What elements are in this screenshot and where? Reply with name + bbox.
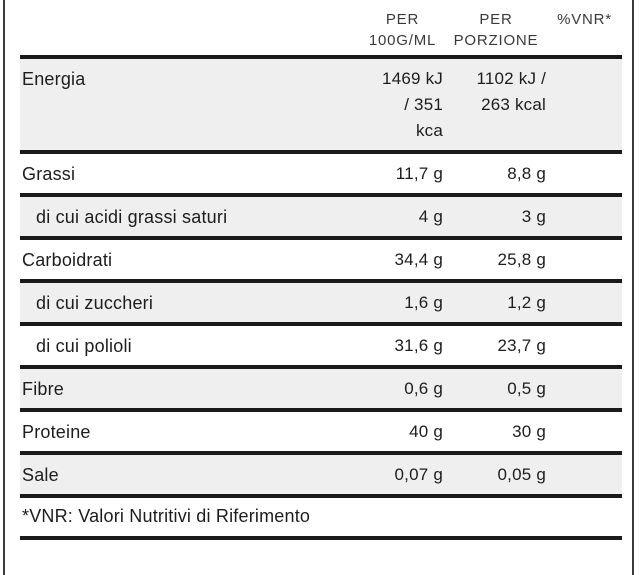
nutrient-label: Proteine <box>22 422 91 442</box>
value-per-portion: 30 g <box>512 422 546 441</box>
value-per-portion: 8,8 g <box>507 164 546 183</box>
value-vnr <box>547 281 622 324</box>
value-per-portion: 23,7 g <box>497 336 546 355</box>
value-vnr <box>547 152 622 195</box>
value-per-100: 40 g <box>409 422 443 441</box>
nutrient-label: Carboidrati <box>22 250 113 270</box>
nutrient-sublabel: di cui zuccheri <box>36 293 154 313</box>
table-row-zuccheri: di cui zuccheri 1,6 g 1,2 g <box>20 281 622 324</box>
value-vnr <box>547 324 622 367</box>
value-per-100: 0,6 g <box>404 379 443 398</box>
nutrition-panel: PER 100G/ML PER PORZIONE %VNR* Energia 1… <box>3 0 634 575</box>
column-header-nutrient <box>20 0 360 59</box>
nutrient-label: Energia <box>22 69 86 89</box>
table-row-sale: Sale 0,07 g 0,05 g <box>20 453 622 496</box>
value-per-100: 1469 kJ / 351 kca <box>382 69 443 140</box>
value-per-portion: 3 g <box>521 207 546 226</box>
column-header-vnr: %VNR* <box>547 0 622 59</box>
value-vnr <box>547 453 622 496</box>
value-vnr <box>547 367 622 410</box>
nutrition-table-wrap: PER 100G/ML PER PORZIONE %VNR* Energia 1… <box>20 0 622 498</box>
value-vnr <box>547 238 622 281</box>
value-per-portion: 1102 kJ / 263 kcal <box>476 69 546 114</box>
value-per-portion: 0,5 g <box>507 379 546 398</box>
table-row-grassi: Grassi 11,7 g 8,8 g <box>20 152 622 195</box>
value-per-100: 4 g <box>418 207 443 226</box>
value-per-100: 1,6 g <box>404 293 443 312</box>
table-row-carboidrati: Carboidrati 34,4 g 25,8 g <box>20 238 622 281</box>
nutrient-label: Grassi <box>22 164 76 184</box>
value-per-100: 31,6 g <box>394 336 443 355</box>
table-row-polioli: di cui polioli 31,6 g 23,7 g <box>20 324 622 367</box>
value-vnr <box>547 57 622 152</box>
table-row-grassi-saturi: di cui acidi grassi saturi 4 g 3 g <box>20 195 622 238</box>
value-per-100: 0,07 g <box>394 465 443 484</box>
table-row-fibre: Fibre 0,6 g 0,5 g <box>20 367 622 410</box>
value-per-100: 11,7 g <box>395 164 443 183</box>
table-row-energia: Energia 1469 kJ / 351 kca 1102 kJ / 263 … <box>20 57 622 152</box>
value-per-portion: 1,2 g <box>507 293 546 312</box>
value-vnr <box>547 410 622 453</box>
header-row: PER 100G/ML PER PORZIONE %VNR* <box>20 0 622 59</box>
value-vnr <box>547 195 622 238</box>
column-header-per-100g-ml: PER 100G/ML <box>360 0 445 59</box>
nutrient-sublabel: di cui acidi grassi saturi <box>36 207 228 227</box>
table-row-proteine: Proteine 40 g 30 g <box>20 410 622 453</box>
value-per-100: 34,4 g <box>394 250 443 269</box>
nutrient-sublabel: di cui polioli <box>36 336 132 356</box>
vnr-footnote: *VNR: Valori Nutritivi di Riferimento <box>20 498 622 540</box>
value-per-portion: 25,8 g <box>497 250 546 269</box>
column-header-per-porzione: PER PORZIONE <box>445 0 547 59</box>
nutrient-label: Sale <box>22 465 59 485</box>
nutrient-label: Fibre <box>22 379 65 399</box>
nutrition-table: PER 100G/ML PER PORZIONE %VNR* Energia 1… <box>20 0 622 498</box>
value-per-portion: 0,05 g <box>497 465 546 484</box>
